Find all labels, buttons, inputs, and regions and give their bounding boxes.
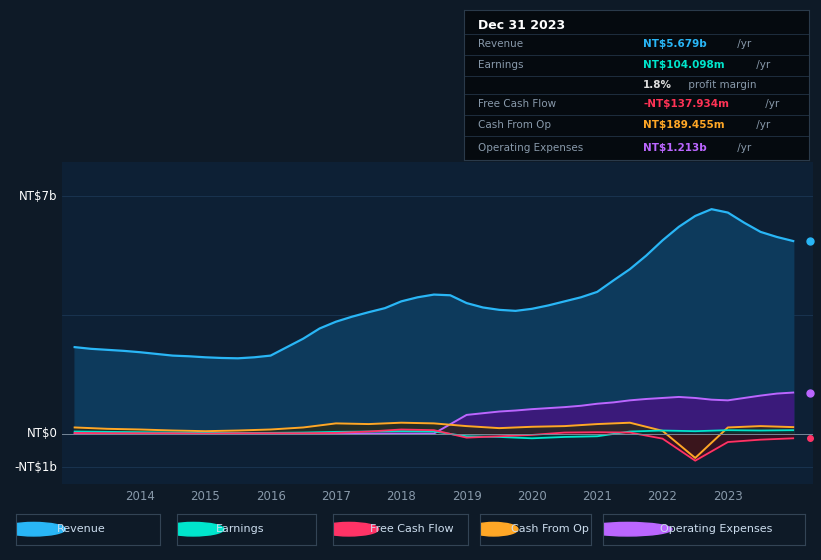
Text: Cash From Op: Cash From Op — [511, 524, 589, 534]
Circle shape — [319, 522, 378, 536]
Text: Cash From Op: Cash From Op — [478, 120, 551, 130]
Text: NT$1.213b: NT$1.213b — [643, 143, 707, 152]
Text: Operating Expenses: Operating Expenses — [478, 143, 583, 152]
Text: Free Cash Flow: Free Cash Flow — [478, 99, 556, 109]
Text: Earnings: Earnings — [478, 60, 523, 70]
Circle shape — [470, 522, 518, 536]
Text: NT$7b: NT$7b — [19, 190, 57, 203]
Text: /yr: /yr — [763, 99, 780, 109]
Text: -NT$1b: -NT$1b — [15, 461, 57, 474]
Circle shape — [583, 522, 672, 536]
Text: /yr: /yr — [753, 60, 770, 70]
Text: Earnings: Earnings — [216, 524, 264, 534]
Text: Dec 31 2023: Dec 31 2023 — [478, 18, 565, 31]
Text: Revenue: Revenue — [478, 39, 523, 49]
Text: NT$104.098m: NT$104.098m — [643, 60, 725, 70]
Text: NT$5.679b: NT$5.679b — [643, 39, 707, 49]
Text: Revenue: Revenue — [57, 524, 105, 534]
Text: /yr: /yr — [753, 120, 770, 130]
Text: 1.8%: 1.8% — [643, 80, 672, 90]
Text: /yr: /yr — [733, 143, 750, 152]
Text: Free Cash Flow: Free Cash Flow — [370, 524, 454, 534]
Text: NT$189.455m: NT$189.455m — [643, 120, 725, 130]
Circle shape — [2, 522, 66, 536]
Text: NT$0: NT$0 — [26, 427, 57, 440]
Text: Operating Expenses: Operating Expenses — [660, 524, 772, 534]
Text: -NT$137.934m: -NT$137.934m — [643, 99, 729, 109]
Circle shape — [163, 522, 224, 536]
Text: /yr: /yr — [733, 39, 750, 49]
Text: profit margin: profit margin — [686, 80, 757, 90]
